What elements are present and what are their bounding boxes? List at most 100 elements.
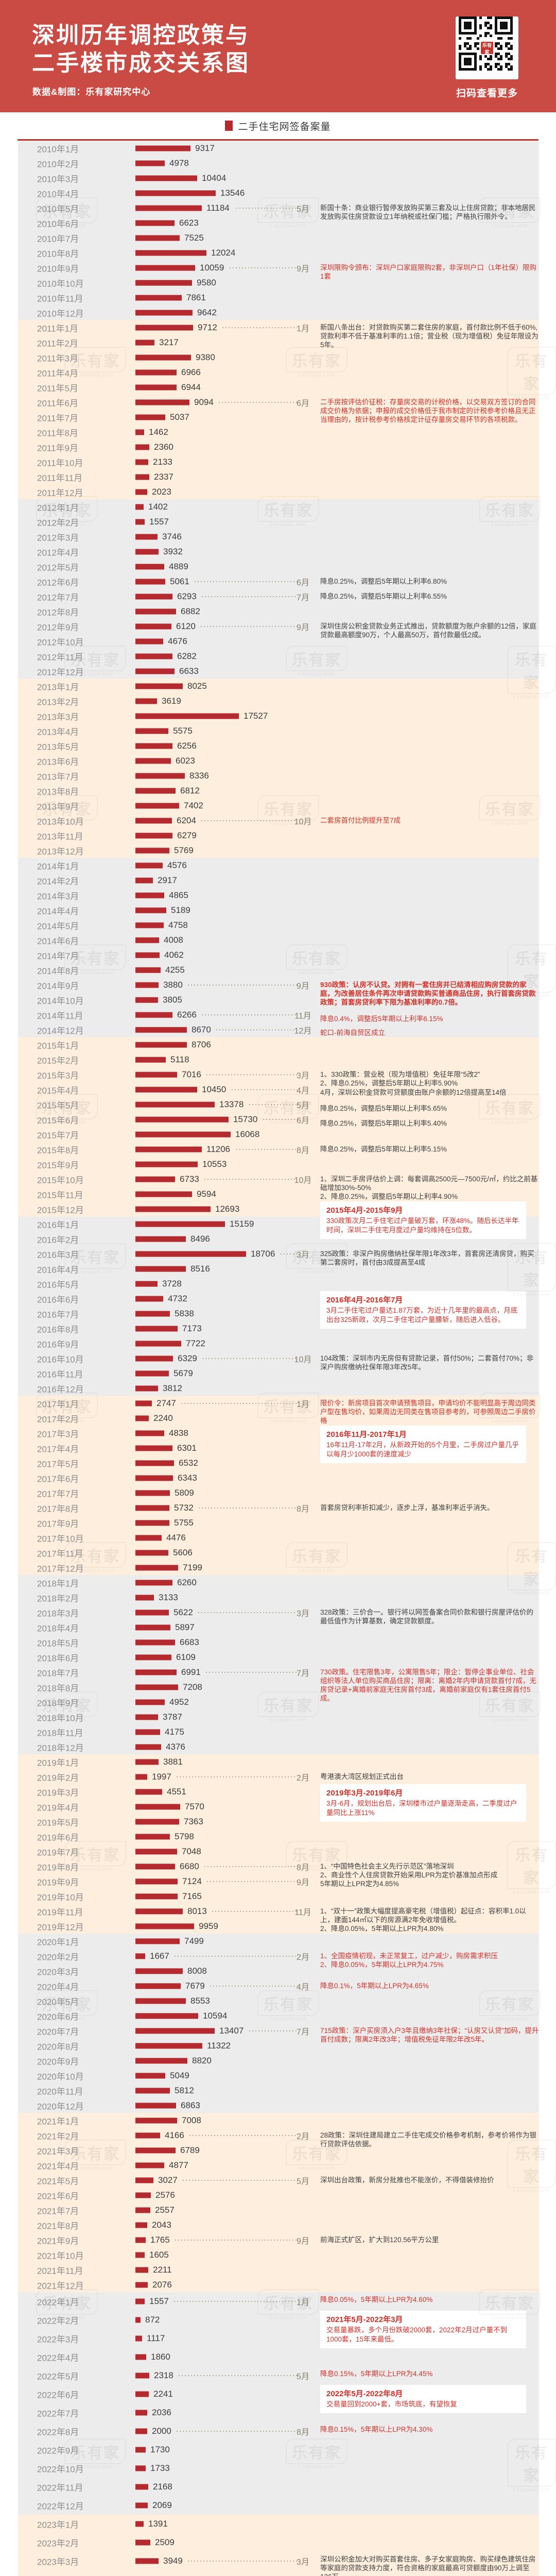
- month-marker: 6月: [297, 1116, 309, 1125]
- row-value: 6301: [177, 1443, 197, 1453]
- month-marker: 6月: [297, 399, 309, 408]
- row-bar: [135, 1355, 173, 1361]
- row-label: 2020年10月: [37, 2072, 84, 2081]
- chart-row: 2023年2月 2509: [18, 2533, 539, 2552]
- row-value: 7363: [184, 1816, 203, 1826]
- row-value: 1402: [148, 501, 168, 512]
- leader-line: [249, 1104, 297, 1105]
- row-label: 2019年1月: [37, 1758, 79, 1768]
- month-marker: 9月: [297, 2236, 309, 2246]
- chart-row: 2015年10月 6733 10月: [18, 1172, 539, 1187]
- row-value: 1391: [148, 2519, 168, 2529]
- chart-row: 2020年10月 5049: [18, 2068, 539, 2083]
- row-value: 9594: [197, 1189, 216, 1199]
- legend-label: 二手住宅网签备案量: [238, 121, 331, 132]
- annotation-line: 715政策：深户买房须入户3年且缴纳3年社保；“认房又认贷”加码，提升首付成数；…: [320, 2027, 539, 2043]
- chart-row: 2011年4月 6966: [18, 365, 539, 380]
- annotation: 降息0.25%，调整后5年期以上利率5.15%: [320, 1145, 540, 1154]
- chart-row: 2010年6月 6623: [18, 215, 539, 230]
- row-bar: [135, 2222, 147, 2228]
- leader-line: [188, 2561, 297, 2562]
- row-value: 7402: [184, 800, 203, 810]
- row-value: 3133: [159, 1592, 178, 1602]
- chart-row: 2017年1月 2747 1月: [18, 1396, 539, 1411]
- row-bar: [135, 2354, 146, 2360]
- row-value: 10404: [202, 173, 227, 183]
- row-label: 2014年1月: [37, 861, 79, 871]
- annotation: 104政策：深圳市内无房但有贷款记录，首付50%；二套首付70%；非深户购房缴纳…: [320, 1354, 540, 1371]
- row-bar: [135, 2465, 146, 2471]
- row-bar: [135, 579, 165, 584]
- row-bar: [135, 2028, 215, 2033]
- row-bar: [135, 190, 216, 196]
- row-bar: [135, 907, 166, 913]
- row-value: 7173: [182, 1323, 202, 1333]
- row-label: 2022年8月: [37, 2427, 79, 2437]
- row-label: 2013年1月: [37, 682, 79, 692]
- row-bar: [135, 788, 176, 793]
- row-bar: [135, 220, 175, 226]
- row-bar: [135, 489, 147, 495]
- annotation-line: 降息0.05%，5年期以上LPR为4.60%: [320, 2296, 433, 2303]
- row-value: 8706: [192, 1039, 211, 1049]
- row-bar: [135, 474, 149, 480]
- row-value: 2133: [153, 456, 172, 467]
- row-bar: [135, 1311, 170, 1316]
- row-bar: [135, 1624, 170, 1630]
- month-marker: 9月: [297, 623, 309, 632]
- annotation: 降息0.25%，调整后5年期以上利率6.80%: [320, 577, 540, 586]
- legend-swatch-icon: [225, 121, 233, 131]
- row-label: 2010年10月: [37, 279, 84, 289]
- row-bar: [135, 519, 145, 524]
- qr-block: 乐有家 扫码查看更多: [455, 13, 519, 99]
- row-label: 2022年2月: [37, 2316, 79, 2326]
- chart-row: 2017年6月 6343: [18, 1470, 539, 1485]
- row-value: 6812: [180, 785, 200, 795]
- row-value: 2211: [153, 2264, 172, 2275]
- row-value: 3728: [162, 1278, 182, 1289]
- chart-row: 2018年1月 6260: [18, 1575, 539, 1590]
- row-label: 2014年11月: [37, 1011, 83, 1021]
- row-bar: [135, 325, 193, 330]
- annotation-box: 2022年5月-2022年8月 交易量回到2000+套，市场筑底，有望恢复: [320, 2385, 526, 2413]
- chart-row: 2013年9月 7402: [18, 798, 539, 813]
- chart-row: 2012年10月 4676: [18, 634, 539, 649]
- annotation: 1、330政策：营业税（现为增值税）免征年限“5改2” 2、降息0.25%，调整后…: [320, 1070, 540, 1088]
- annotation-box: 2019年3月-2019年6月 3月-6月，规划出台后，深圳楼市过户量逐渐走高，二…: [320, 1784, 526, 1822]
- row-label: 2022年5月: [37, 2371, 79, 2382]
- chart-row: 2022年4月 1860: [18, 2348, 539, 2366]
- row-label: 2020年3月: [37, 1967, 79, 1977]
- row-bar: [135, 265, 195, 270]
- row-label: 2015年3月: [37, 1071, 79, 1080]
- chart-row: 2021年4月 4877: [18, 2158, 539, 2173]
- annotation: 二手房按评估价征税：存量房交易的计税价格，以交易双方签订的合同成交价格为依据；申…: [320, 398, 540, 424]
- row-value: 12024: [211, 247, 236, 258]
- row-label: 2022年4月: [37, 2353, 79, 2363]
- row-value: 13378: [219, 1099, 244, 1109]
- row-bar: [135, 2521, 144, 2527]
- row-bar: [135, 1475, 173, 1481]
- annotation: 715政策：深户买房须入户3年且缴纳3年社保；“认房又认贷”加码，提升首付成数；…: [320, 2026, 540, 2044]
- chart-row: 2019年11月 8013 11月: [18, 1904, 539, 1919]
- row-bar: [135, 1012, 172, 1018]
- row-label: 2011年10月: [37, 458, 83, 468]
- chart-row: 2016年12月 3812: [18, 1381, 539, 1396]
- month-marker: 4月: [297, 1982, 309, 1992]
- title-block: 深圳历年调控政策与 二手楼市成交关系图: [0, 0, 556, 77]
- row-bar: [135, 444, 149, 450]
- row-bar: [135, 1669, 177, 1675]
- row-label: 2013年5月: [37, 742, 79, 752]
- chart-row: 2012年6月 5061 6月: [18, 574, 539, 589]
- chart-row: 2017年10月 4476: [18, 1530, 539, 1545]
- annotation: 1、“双十一”政策大幅度提高豪宅税（增值税）起征点：容积率1.0以上，建面144…: [320, 1907, 540, 1933]
- row-value: 4551: [167, 1786, 186, 1797]
- row-value: 5118: [170, 1054, 189, 1064]
- row-label: 2021年9月: [37, 2236, 79, 2246]
- annotation-line: 降息0.25%，调整后5年期以上利率5.65%: [320, 1105, 447, 1112]
- leader-line: [202, 1358, 297, 1359]
- chart-row: 2016年4月 8516: [18, 1261, 539, 1276]
- row-bar: [135, 2088, 170, 2093]
- leader-line: [263, 1118, 297, 1120]
- row-label: 2022年7月: [37, 2409, 79, 2419]
- row-bar: [135, 1983, 181, 1989]
